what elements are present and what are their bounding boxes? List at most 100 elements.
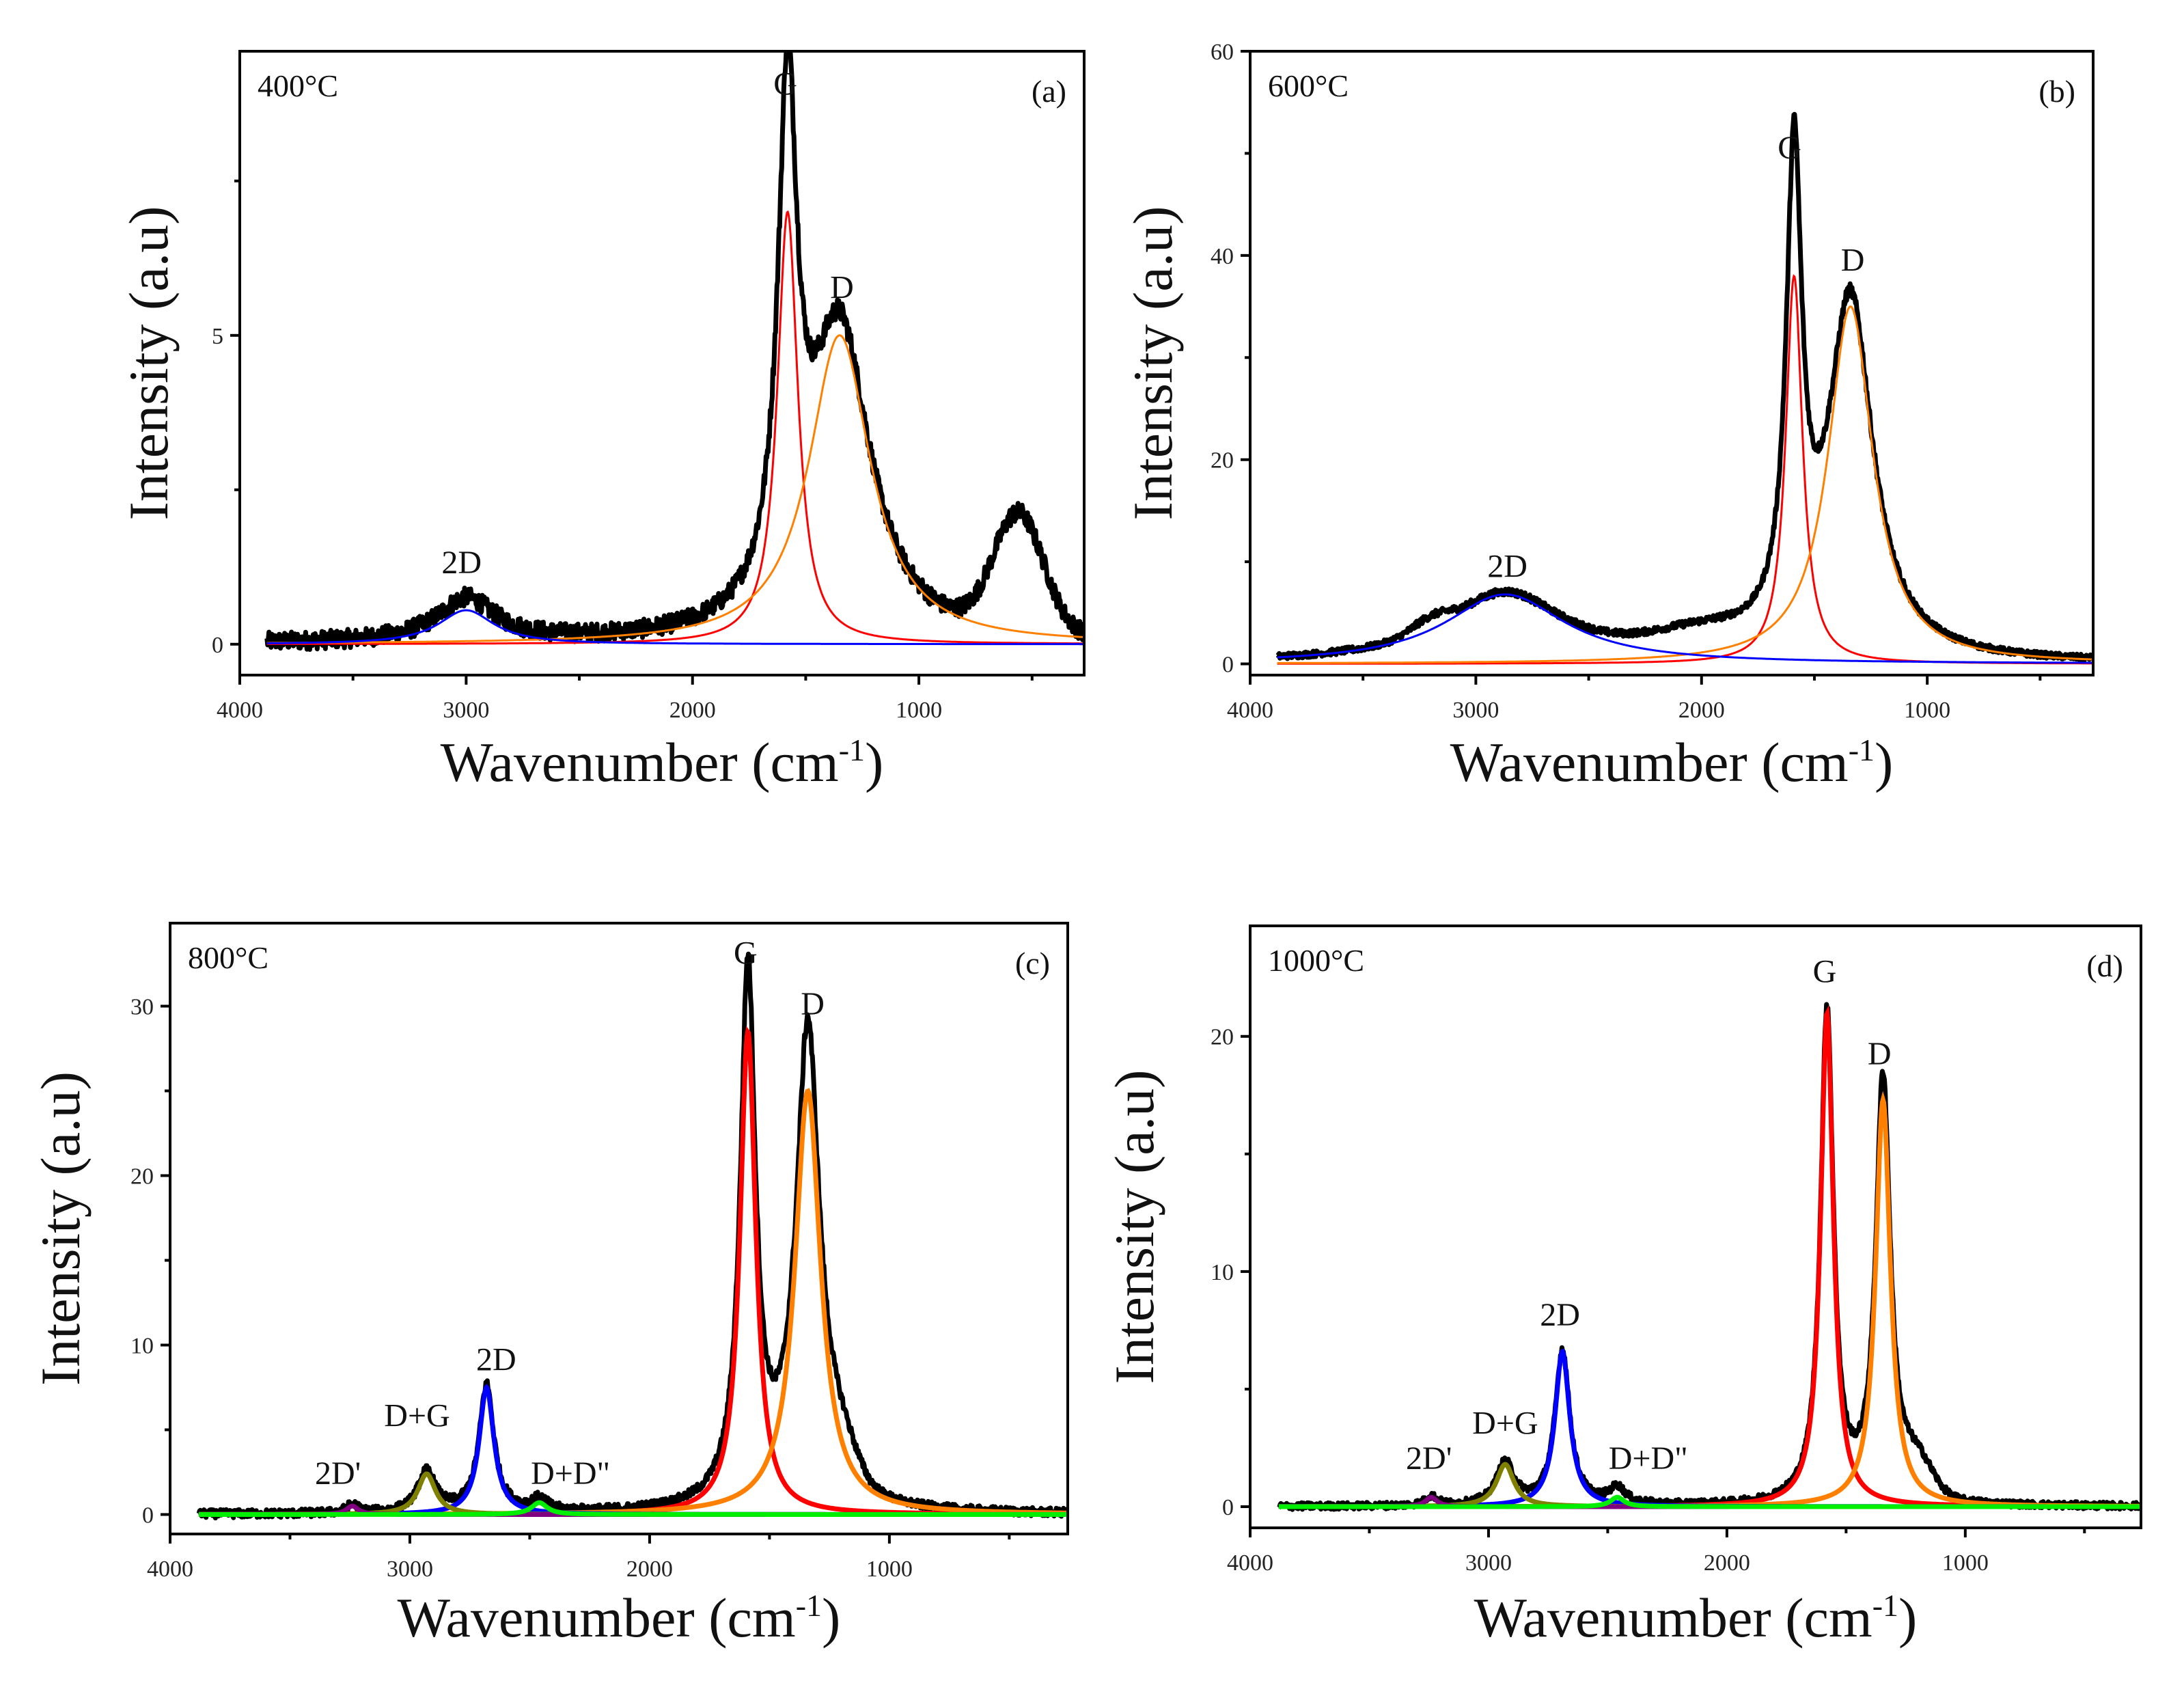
plot-frame: [169, 922, 1069, 1535]
peak-annotation: 2D: [1540, 1297, 1580, 1333]
y-tick-label: 0: [142, 1503, 154, 1528]
x-axis-title: Wavenumber (cm-1): [441, 731, 884, 793]
x-axis-title-end: ): [1875, 731, 1893, 793]
y-axis-title: Intensity (a.u): [1122, 206, 1184, 521]
peak-annotation: 2D: [441, 545, 482, 581]
panel-c: 4000 3000 2000 1000 0 10 20 30 Wavenumber (cm-1)…: [29, 922, 1069, 1649]
y-tick-label: 20: [1211, 1025, 1234, 1050]
panel-b: 4000 3000 2000 1000 0 20 40 60 Wavenumber (cm-1)…: [1122, 40, 2095, 793]
y-tick-label: 0: [1222, 1495, 1234, 1520]
y-axis-title: Intensity (a.u): [1103, 1070, 1165, 1384]
temperature-label: 400°C: [258, 68, 338, 103]
fit-curve-D+Dp: [199, 1500, 1068, 1517]
x-axis-title: Wavenumber (cm-1): [1450, 731, 1894, 793]
peak-annotation: D: [801, 986, 825, 1022]
x-axis-title-main: Wavenumber (cm: [398, 1587, 796, 1649]
x-axis-title-superscript: -1: [839, 732, 865, 767]
fit-curve-D: [266, 334, 1084, 644]
x-axis-title-superscript: -1: [1849, 732, 1875, 767]
x-axis-title-superscript: -1: [1872, 1588, 1898, 1623]
fit-curve-2D: [1277, 593, 2092, 664]
peak-annotation: D+G: [1472, 1405, 1538, 1441]
x-tick-label: 4000: [1227, 698, 1273, 723]
peak-annotation: G: [734, 935, 758, 972]
peak-annotation: G: [1778, 130, 1801, 166]
peak-annotation: D: [1868, 1036, 1892, 1072]
x-axis-title-main: Wavenumber (cm: [1450, 731, 1849, 793]
x-axis-title-main: Wavenumber (cm: [1474, 1587, 1872, 1649]
x-axis-title-end: ): [822, 1587, 840, 1649]
fit-curve-G: [199, 1026, 1068, 1517]
fit-curve-D+Dp: [1278, 1494, 2141, 1509]
fit-curve-D: [199, 1088, 1068, 1517]
y-tick-label: 40: [1211, 244, 1234, 269]
x-tick-label: 4000: [1227, 1550, 1273, 1576]
y-tick-label: 10: [130, 1333, 154, 1358]
y-tick-label: 30: [130, 995, 154, 1020]
y-tick-label: 5: [212, 324, 223, 349]
x-tick-label: 1000: [1942, 1550, 1989, 1576]
x-tick-label: 1000: [866, 1557, 913, 1582]
y-tick-label: 0: [1222, 653, 1234, 678]
fit-curve-2D: [266, 609, 1084, 646]
y-tick-label: 10: [1211, 1260, 1234, 1285]
x-axis-title: Wavenumber (cm-1): [398, 1587, 841, 1649]
x-tick-label: 3000: [1465, 1550, 1512, 1576]
x-axis-title-superscript: -1: [796, 1588, 822, 1623]
x-axis-title-main: Wavenumber (cm: [441, 731, 839, 793]
y-tick-label: 20: [1211, 448, 1234, 474]
x-tick-label: 2000: [1678, 698, 1725, 723]
x-axis-title: Wavenumber (cm-1): [1474, 1587, 1918, 1649]
x-tick-label: 3000: [1452, 698, 1499, 723]
x-tick-label: 1000: [896, 698, 942, 723]
fit-curve-G: [1277, 274, 2092, 665]
experimental-spectrum: [1275, 111, 2093, 663]
temperature-label: 800°C: [188, 940, 268, 975]
y-axis-title: Intensity (a.u): [118, 206, 180, 521]
panel-label: (c): [1015, 946, 1050, 981]
plot-frame: [1249, 924, 2142, 1529]
fit-curve-G: [266, 210, 1084, 645]
panel-a: 4000 3000 2000 1000 0 5 Wavenumber (cm-1) Inten…: [118, 50, 1086, 793]
x-tick-label: 2000: [669, 698, 716, 723]
peak-annotation: 2D': [1406, 1440, 1452, 1477]
peak-annotation: D+G: [384, 1398, 450, 1434]
peak-annotation: D+D": [1609, 1440, 1688, 1477]
plot-frame: [238, 50, 1086, 676]
x-tick-label: 4000: [217, 698, 263, 723]
x-axis-title-end: ): [1898, 1587, 1917, 1649]
x-tick-label: 3000: [443, 698, 489, 723]
y-tick-label: 60: [1211, 40, 1234, 65]
experimental-spectrum: [1277, 1002, 2141, 1512]
x-tick-label: 1000: [1904, 698, 1950, 723]
fit-curve-2D: [1278, 1348, 2141, 1509]
peak-annotation: 2D': [315, 1455, 361, 1492]
y-tick-label: 20: [130, 1164, 154, 1190]
fit-curve-G: [1278, 1005, 2141, 1509]
panel-label: (b): [2038, 74, 2075, 109]
peak-annotation: D: [830, 270, 854, 306]
fit-curve-2D: [199, 1384, 1068, 1517]
experimental-spectrum: [264, 51, 1084, 652]
x-tick-label: 3000: [387, 1557, 433, 1582]
x-tick-label: 2000: [1704, 1550, 1750, 1576]
peak-annotation: 2D: [1487, 549, 1528, 585]
x-tick-label: 4000: [147, 1557, 193, 1582]
y-tick-label: 0: [212, 633, 223, 658]
x-tick-label: 2000: [626, 1557, 673, 1582]
temperature-label: 1000°C: [1268, 943, 1364, 978]
peak-annotation: D+D": [531, 1455, 610, 1492]
panel-label: (a): [1032, 74, 1066, 109]
panel-label: (d): [2086, 948, 2123, 983]
peak-annotation: G: [1813, 954, 1837, 990]
temperature-label: 600°C: [1268, 68, 1349, 103]
y-axis-title: Intensity (a.u): [29, 1071, 92, 1386]
peak-annotation: 2D: [476, 1342, 516, 1378]
fit-curve-D: [1277, 305, 2092, 664]
x-axis-title-end: ): [865, 731, 883, 793]
panel-d: 4000 3000 2000 1000 0 10 20 Wavenumber (cm-1) In…: [1103, 924, 2142, 1649]
experimental-spectrum: [196, 951, 1068, 1521]
plot-frame: [1249, 50, 2095, 676]
peak-annotation: D: [1841, 242, 1865, 278]
